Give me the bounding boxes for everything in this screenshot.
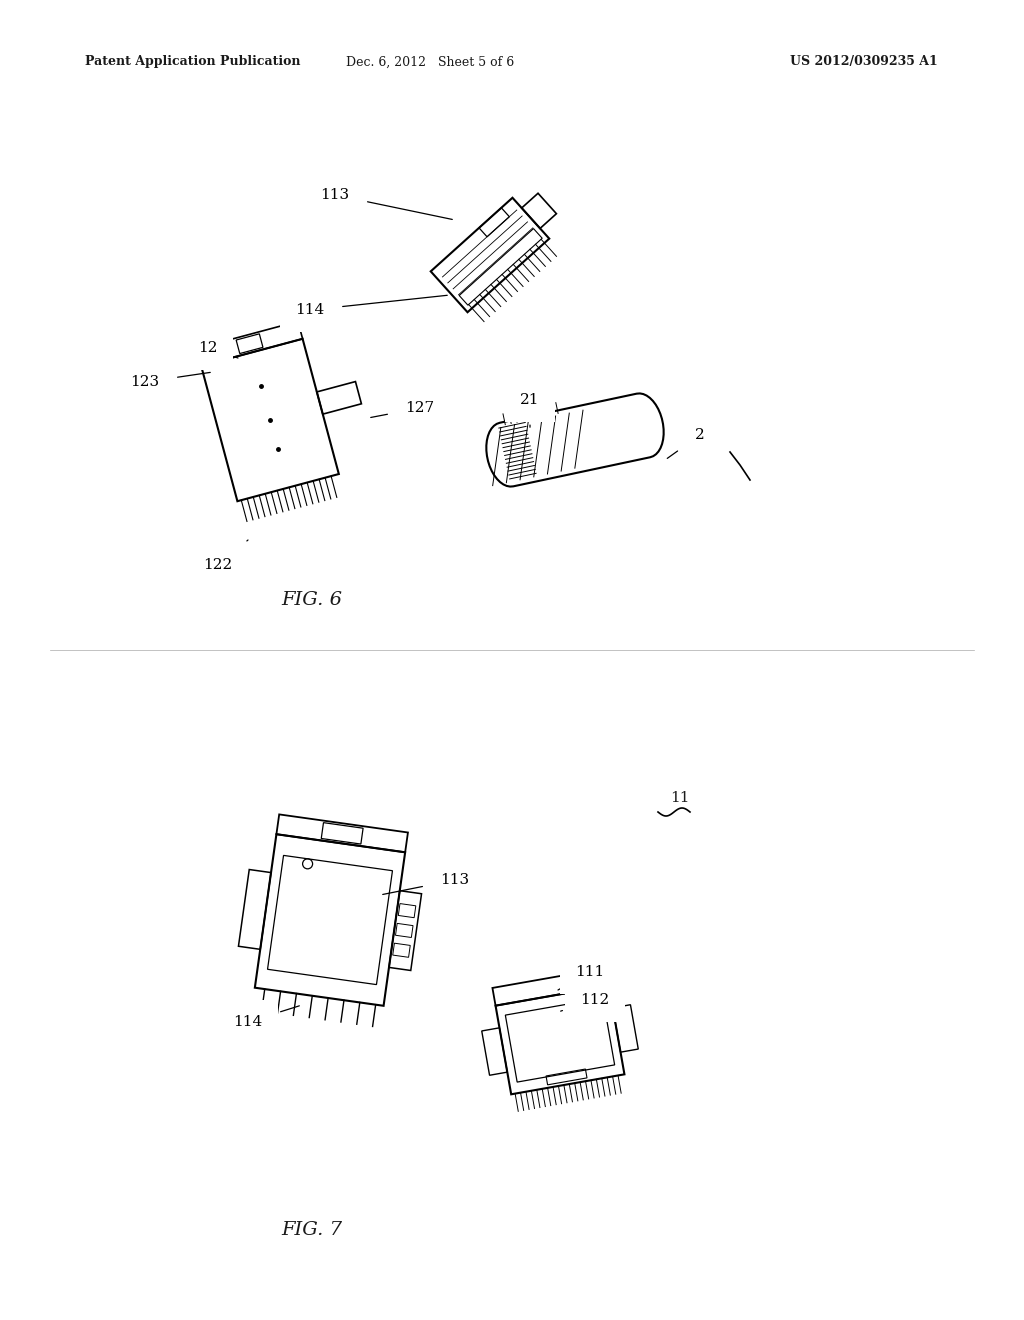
Text: 111: 111 <box>558 965 604 990</box>
Text: 12: 12 <box>199 341 238 358</box>
Text: 122: 122 <box>204 540 248 572</box>
Text: 114: 114 <box>233 1006 299 1030</box>
Text: 11: 11 <box>671 791 690 805</box>
Text: Patent Application Publication: Patent Application Publication <box>85 55 300 69</box>
Text: 127: 127 <box>371 401 434 417</box>
Text: 113: 113 <box>383 873 470 895</box>
Text: Dec. 6, 2012   Sheet 5 of 6: Dec. 6, 2012 Sheet 5 of 6 <box>346 55 514 69</box>
Text: FIG. 7: FIG. 7 <box>282 1221 342 1239</box>
Text: FIG. 6: FIG. 6 <box>282 591 342 609</box>
Text: US 2012/0309235 A1: US 2012/0309235 A1 <box>790 55 938 69</box>
Text: 113: 113 <box>321 187 453 219</box>
Text: 114: 114 <box>295 296 447 317</box>
Text: 21: 21 <box>520 393 540 428</box>
Text: 123: 123 <box>130 372 210 389</box>
Text: 2: 2 <box>668 428 705 458</box>
Text: 112: 112 <box>560 993 609 1011</box>
